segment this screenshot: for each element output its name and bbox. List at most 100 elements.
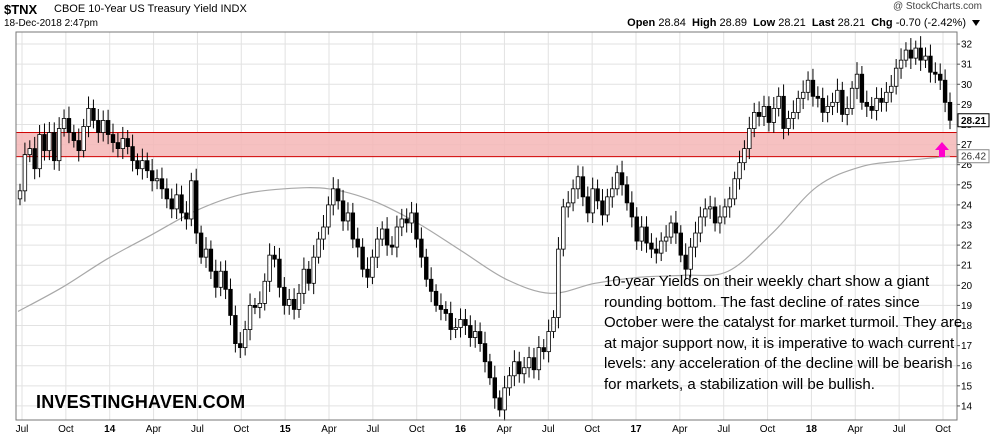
candle (198, 225, 204, 264)
candle (820, 87, 825, 122)
candle (585, 186, 590, 223)
candle (433, 284, 439, 312)
last-value: 28.21 (837, 17, 866, 29)
candle-body (86, 107, 91, 127)
candle-body (105, 120, 111, 135)
candle-body (282, 286, 287, 306)
candle (262, 273, 267, 311)
candle-body (600, 200, 605, 216)
candle-body (805, 79, 811, 93)
candle (301, 257, 307, 304)
candle-body (507, 375, 512, 389)
candle (512, 350, 517, 387)
brand-label[interactable]: @ StockCharts.com (892, 1, 982, 12)
y-tick-label: 17 (961, 341, 973, 352)
x-tick-label: 16 (455, 424, 467, 435)
candle (66, 106, 72, 144)
candle (56, 117, 62, 171)
candle (316, 231, 321, 264)
candle-body (497, 397, 502, 411)
candle (438, 293, 444, 321)
candle (404, 208, 409, 233)
candle (335, 179, 341, 210)
candle-body (164, 188, 170, 200)
candle (805, 71, 811, 101)
candle (673, 210, 679, 244)
candle (531, 347, 537, 379)
candle (130, 134, 135, 172)
candle-body (66, 118, 72, 133)
candle-body (335, 188, 341, 202)
price-tags: 28.21 26.42 (957, 113, 990, 164)
candle (933, 62, 938, 84)
candle (561, 198, 566, 257)
candle-body (536, 347, 542, 371)
last-price-tag: 28.21 (961, 116, 986, 127)
y-tick-label: 25 (961, 180, 973, 191)
candle-body (409, 212, 414, 224)
y-tick-label: 19 (961, 301, 973, 312)
candle-body (384, 228, 390, 246)
candle (810, 68, 816, 107)
candle (184, 201, 189, 230)
candle-body (174, 194, 179, 210)
dropdown-triangle-icon[interactable] (972, 20, 980, 26)
candle-body (27, 148, 32, 156)
candle-body (448, 313, 453, 330)
candle-body (893, 67, 899, 87)
candle (521, 356, 527, 384)
candle-body (135, 160, 140, 170)
candle (580, 166, 586, 207)
price-candles (17, 36, 953, 421)
candle (693, 221, 698, 258)
candle-body (473, 331, 478, 338)
candle (541, 339, 546, 360)
support-zone-band (15, 132, 958, 158)
symbol: $TNX (4, 2, 38, 17)
candle-body (419, 238, 424, 258)
candle-body (786, 118, 791, 129)
candle-body (928, 55, 933, 73)
candle-body (791, 112, 796, 119)
candle (463, 308, 468, 335)
candle (776, 87, 781, 117)
candle (928, 44, 933, 83)
candle-body (81, 126, 86, 152)
candle (502, 375, 507, 421)
candle-body (654, 248, 659, 254)
candle-body (908, 49, 914, 59)
candle (644, 216, 649, 253)
candle-body (693, 232, 698, 248)
x-tick-label: Jul (717, 424, 730, 435)
candle (71, 124, 77, 148)
candle (326, 196, 331, 235)
candle (52, 122, 57, 170)
candle (756, 101, 762, 127)
candle-body (198, 232, 204, 258)
candle-body (468, 325, 473, 338)
candle-body (903, 49, 909, 61)
candle (115, 132, 121, 158)
candle (864, 90, 869, 117)
candle (340, 189, 346, 231)
candle-body (233, 315, 238, 345)
candle-body (830, 101, 835, 107)
candle (634, 207, 639, 250)
candle-body (556, 248, 561, 318)
ohlc-readout: Open 28.84 High 28.89 Low 28.21 Last 28.… (627, 17, 966, 29)
candle (272, 245, 277, 268)
candle (825, 95, 830, 123)
candle-body (673, 222, 679, 234)
plot-frame (15, 31, 958, 421)
candle-body (154, 178, 160, 182)
candle (517, 351, 522, 383)
x-tick-label: Jul (366, 424, 379, 435)
candle-body (918, 47, 923, 61)
low-value: 28.21 (778, 17, 806, 29)
candle (830, 92, 835, 116)
candle (893, 59, 899, 95)
candle (487, 353, 493, 385)
candle-body (624, 184, 630, 204)
candle (164, 178, 170, 209)
candle-body (521, 367, 527, 375)
